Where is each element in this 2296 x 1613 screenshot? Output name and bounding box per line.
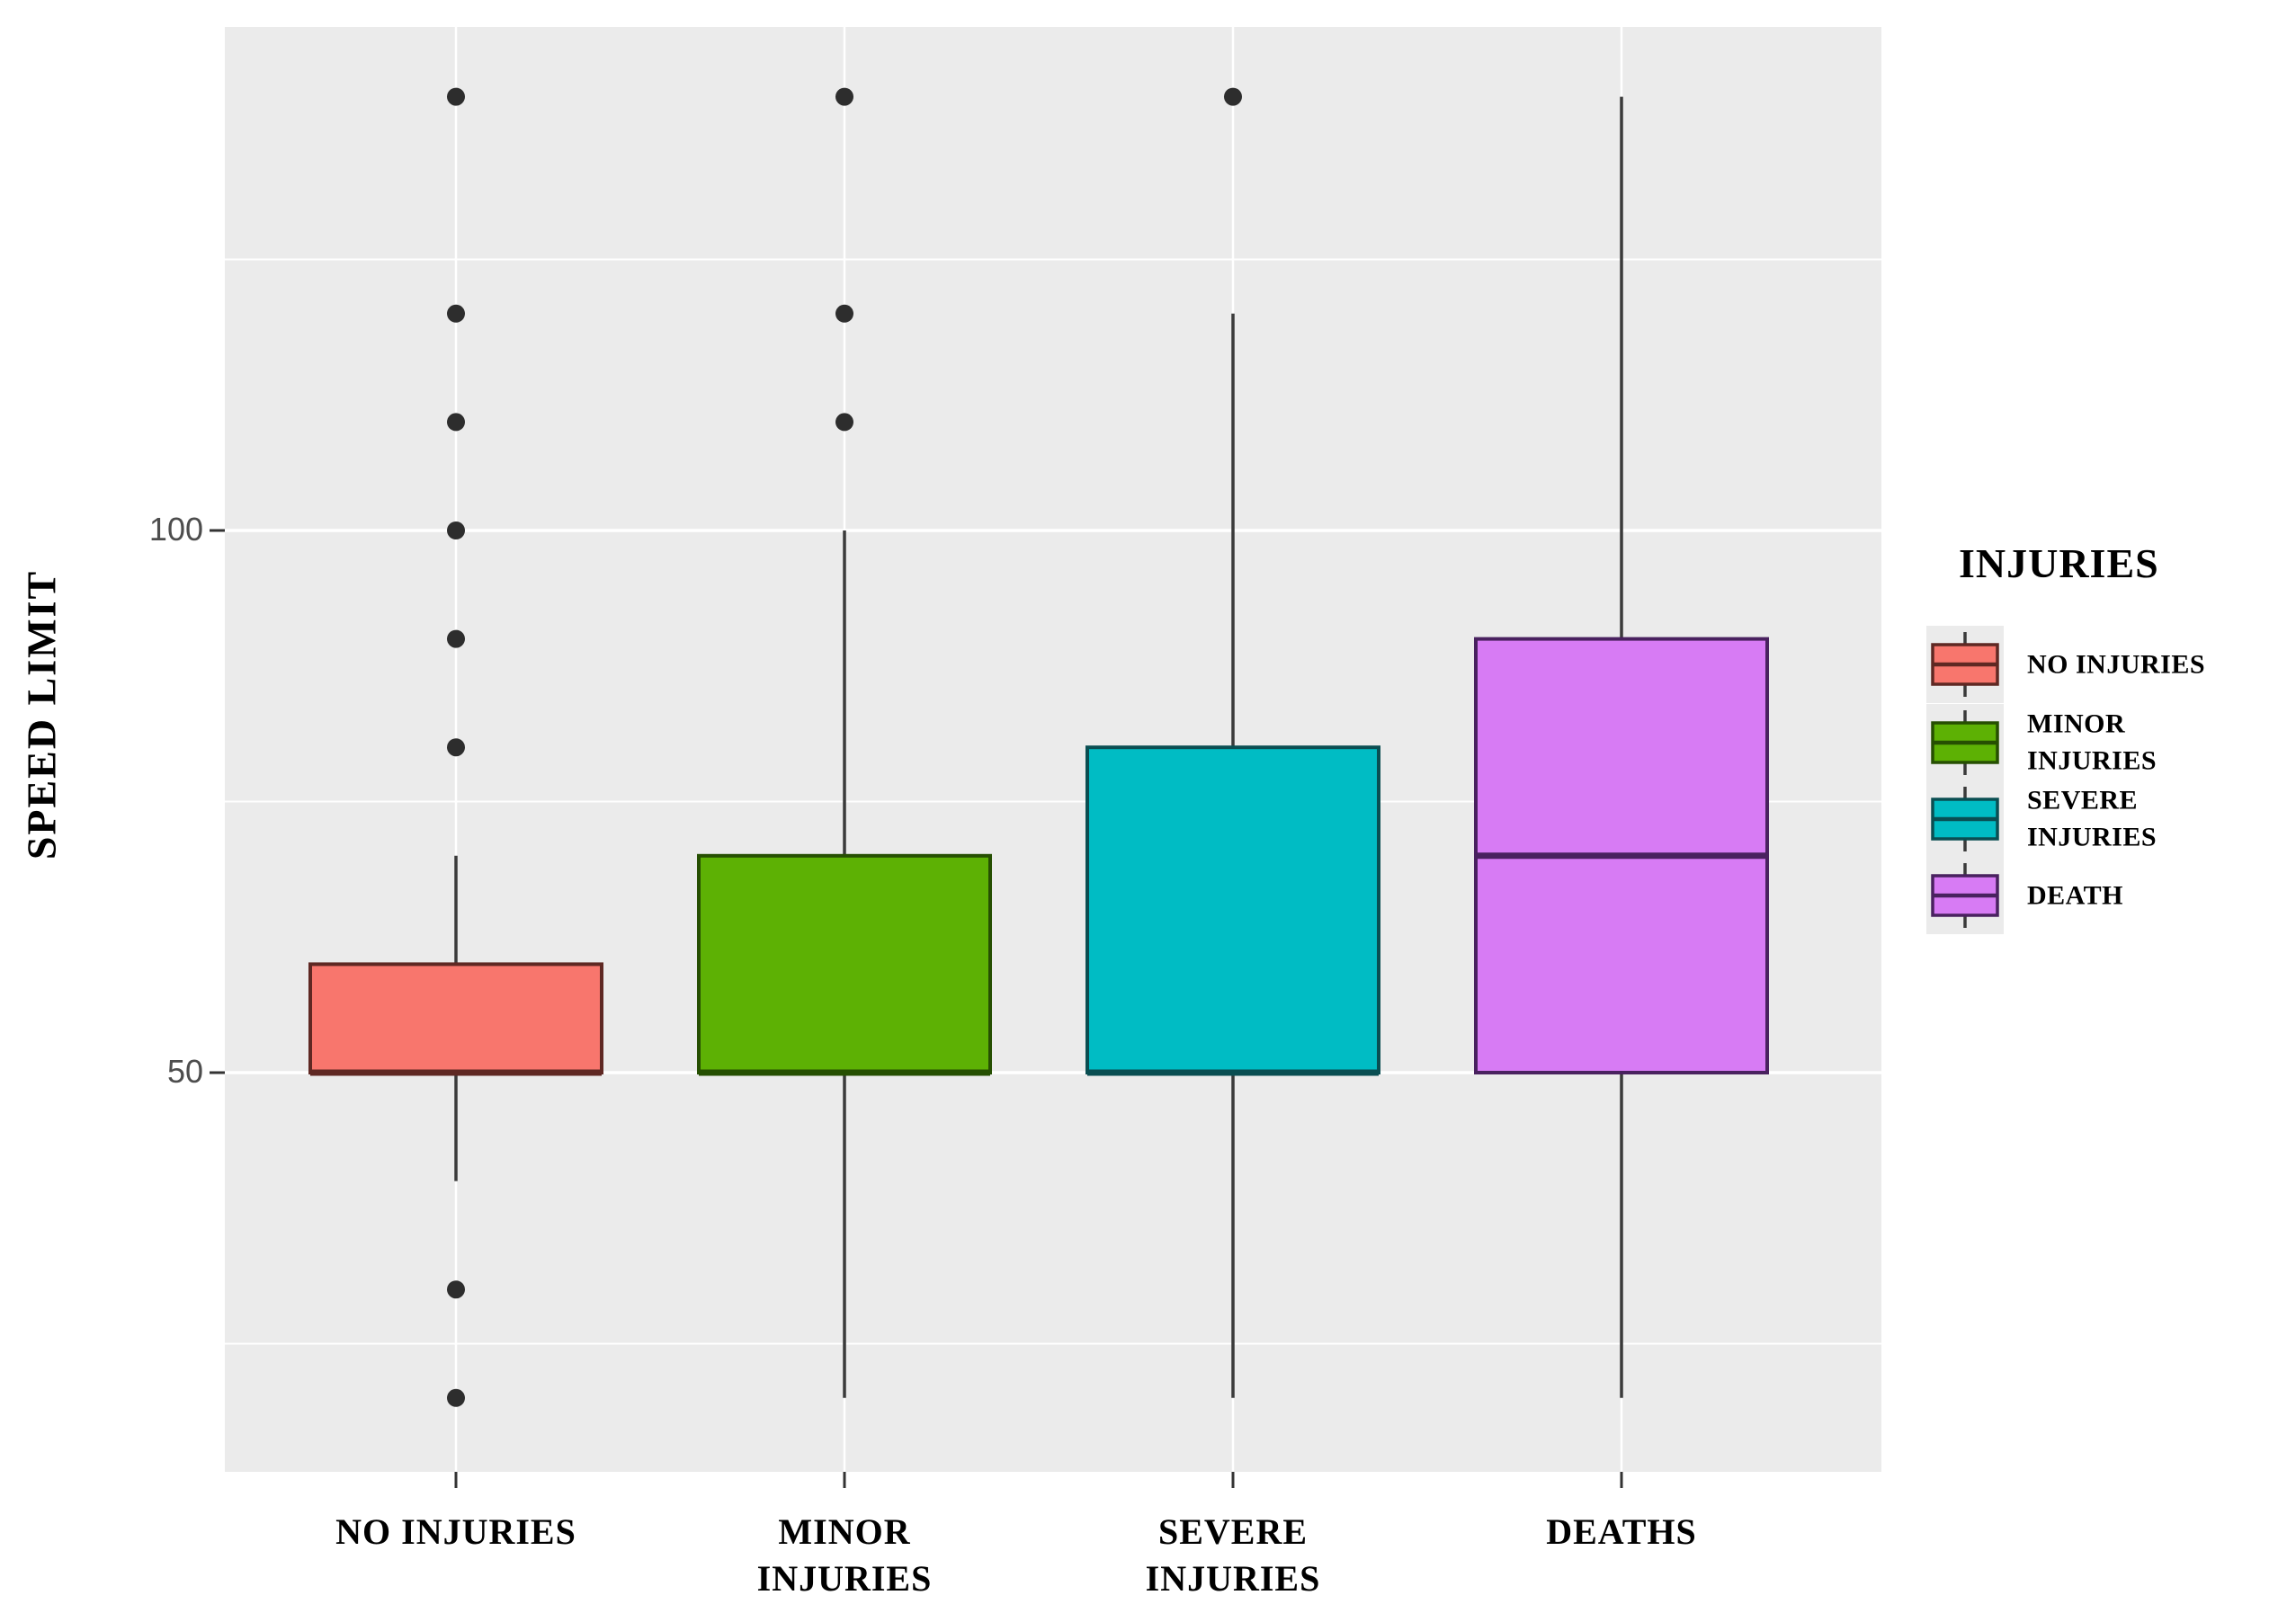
outlier-point	[1224, 87, 1242, 106]
outlier-point	[447, 304, 465, 323]
y-tick-text: 100	[148, 511, 203, 548]
legend-label-death: DEATH	[2027, 880, 2123, 911]
outlier-point	[447, 87, 465, 106]
x-axis-label-severe-injuries: SEVERE INJURIES	[1145, 1511, 1321, 1599]
box-severe-injuries	[1085, 745, 1380, 1074]
y-tick-label-50: 50	[86, 1053, 203, 1091]
x-axis-label-deaths: DEATHS	[1546, 1511, 1697, 1552]
y-tick-label-100: 100	[86, 511, 203, 548]
outlier-point	[447, 521, 465, 539]
legend-label-no-injuries: NO INJURIES	[2027, 649, 2206, 680]
legend-label-minor-injuries: MINOR INJURIES	[2027, 708, 2158, 776]
legend-label-severe-injuries: SEVERE INJURIES	[2027, 785, 2158, 852]
outlier-point	[835, 304, 853, 323]
y-tick-text: 50	[166, 1053, 203, 1091]
legend-title: INJURIES	[1959, 540, 2159, 586]
x-axis-label-no-injuries: NO INJURIES	[335, 1511, 576, 1552]
x-axis-label-minor-injuries: MINOR INJURIES	[756, 1511, 933, 1599]
outlier-point	[835, 413, 853, 432]
outlier-point	[447, 1280, 465, 1299]
outlier-point	[447, 629, 465, 648]
outlier-point	[447, 738, 465, 757]
outlier-point	[835, 87, 853, 106]
outlier-point	[447, 1388, 465, 1407]
box-no-injuries	[308, 962, 603, 1075]
outlier-point	[447, 413, 465, 432]
box-minor-injuries	[697, 853, 992, 1074]
y-axis-title: SPEED LIMIT	[18, 569, 65, 860]
